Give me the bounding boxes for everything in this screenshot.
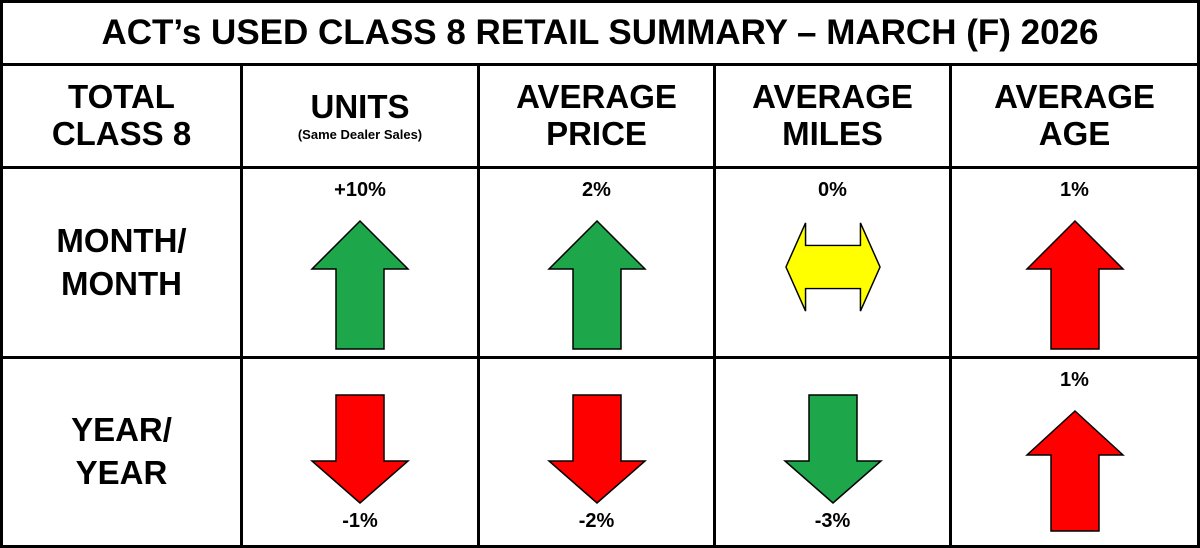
data-cell: -1% [243, 359, 480, 545]
change-value: 0% [818, 179, 847, 201]
header-cell: AVERAGE MILES [716, 66, 952, 169]
data-cell: -2% [480, 359, 716, 545]
change-value: -1% [342, 510, 378, 532]
header-label: AVERAGE AGE [994, 78, 1155, 152]
header-label: AVERAGE PRICE [516, 78, 677, 152]
change-value: 1% [1060, 179, 1089, 201]
change-value: 1% [1060, 369, 1089, 391]
header-cell: AVERAGE AGE [952, 66, 1197, 169]
down-arrow [310, 394, 410, 504]
down-arrow [782, 394, 883, 504]
data-cell: -3% [716, 359, 952, 545]
row-label-text: YEAR/ YEAR [71, 411, 172, 491]
down-arrow [546, 394, 647, 504]
header-label: AVERAGE MILES [752, 78, 913, 152]
data-cell: +10% [243, 169, 480, 359]
header-label: UNITS [310, 88, 410, 126]
header-cell: TOTAL CLASS 8 [3, 66, 243, 169]
data-cell: 1% [952, 169, 1197, 359]
header-note: (Same Dealer Sales) [297, 127, 423, 143]
flat-arrow [784, 222, 881, 312]
up-arrow [310, 219, 410, 350]
header-cell: UNITS (Same Dealer Sales) [243, 66, 480, 169]
row-label: MONTH/ MONTH [3, 169, 243, 359]
change-value: -3% [814, 510, 851, 532]
change-value: -2% [578, 510, 615, 532]
row-label-text: MONTH/ MONTH [56, 221, 187, 302]
data-cell: 2% [480, 169, 716, 359]
change-value: +10% [334, 179, 386, 201]
data-cell: 0% [716, 169, 952, 359]
up-arrow [1024, 409, 1125, 532]
row-label: YEAR/ YEAR [3, 359, 243, 545]
header-label: TOTAL CLASS 8 [51, 78, 192, 152]
data-cell: 1% [952, 359, 1197, 545]
change-value: 2% [582, 179, 611, 201]
title: ACT’s USED CLASS 8 RETAIL SUMMARY – MARC… [3, 3, 1197, 66]
header-cell: AVERAGE PRICE [480, 66, 716, 169]
up-arrow [546, 219, 647, 350]
up-arrow [1024, 219, 1125, 350]
